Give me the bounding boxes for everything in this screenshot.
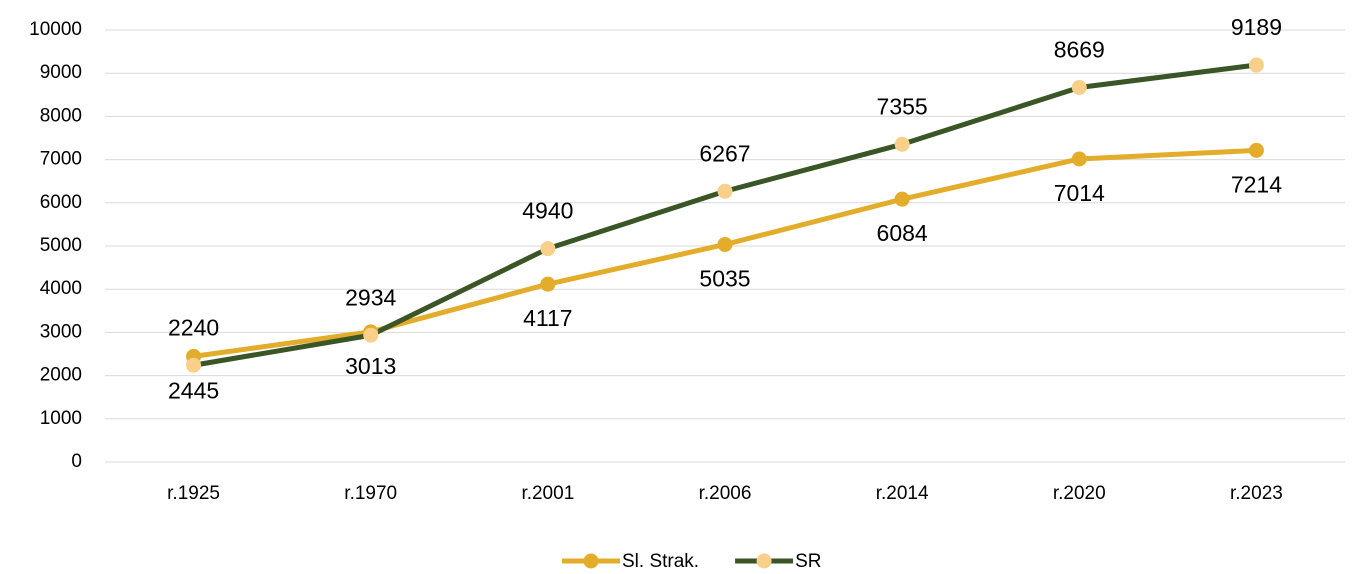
data-label: 6084 <box>877 220 928 246</box>
data-label: 2240 <box>168 314 219 340</box>
x-tick-label: r.2014 <box>876 483 929 504</box>
data-label: 9189 <box>1231 14 1282 40</box>
x-tick-label: r.2001 <box>521 483 574 504</box>
legend-marker <box>756 553 772 569</box>
data-label: 4117 <box>523 305 572 331</box>
marker <box>717 183 733 199</box>
y-tick-label: 9000 <box>40 62 82 83</box>
y-tick-label: 7000 <box>40 149 82 170</box>
data-label: 3013 <box>345 353 396 379</box>
marker <box>1071 151 1087 167</box>
series-line <box>193 62 1257 368</box>
x-tick-label: r.2020 <box>1053 483 1106 504</box>
marker <box>1071 79 1087 95</box>
y-tick-label: 0 <box>71 451 82 472</box>
y-tick-label: 4000 <box>40 278 82 299</box>
data-label: 7214 <box>1231 171 1282 197</box>
legend-marker <box>583 553 599 569</box>
y-tick-label: 2000 <box>40 365 82 386</box>
marker <box>1248 142 1264 158</box>
x-tick-label: r.2006 <box>699 483 752 504</box>
data-label: 7355 <box>877 93 928 119</box>
legend-label: Sl. Strak. <box>622 551 699 572</box>
data-label: 2934 <box>345 284 396 310</box>
marker <box>540 241 556 257</box>
y-tick-label: 6000 <box>40 192 82 213</box>
marker <box>186 357 202 373</box>
data-label: 5035 <box>699 266 750 292</box>
data-label: 6267 <box>699 140 750 166</box>
marker <box>894 191 910 207</box>
y-tick-label: 3000 <box>40 321 82 342</box>
marker <box>363 327 379 343</box>
x-tick-label: r.1925 <box>167 483 220 504</box>
y-tick-label: 10000 <box>29 19 82 40</box>
marker <box>540 276 556 292</box>
marker <box>1248 57 1264 73</box>
y-tick-label: 5000 <box>40 235 82 256</box>
x-tick-label: r.2023 <box>1230 483 1283 504</box>
y-tick-label: 8000 <box>40 105 82 126</box>
x-tick-label: r.1970 <box>344 483 397 504</box>
legend-label: SR <box>795 551 821 572</box>
y-tick-label: 1000 <box>40 408 82 429</box>
data-label: 2445 <box>168 377 219 403</box>
data-label: 8669 <box>1054 37 1105 63</box>
data-label: 4940 <box>522 198 573 224</box>
data-label: 7014 <box>1054 180 1105 206</box>
marker <box>894 136 910 152</box>
marker <box>717 236 733 252</box>
